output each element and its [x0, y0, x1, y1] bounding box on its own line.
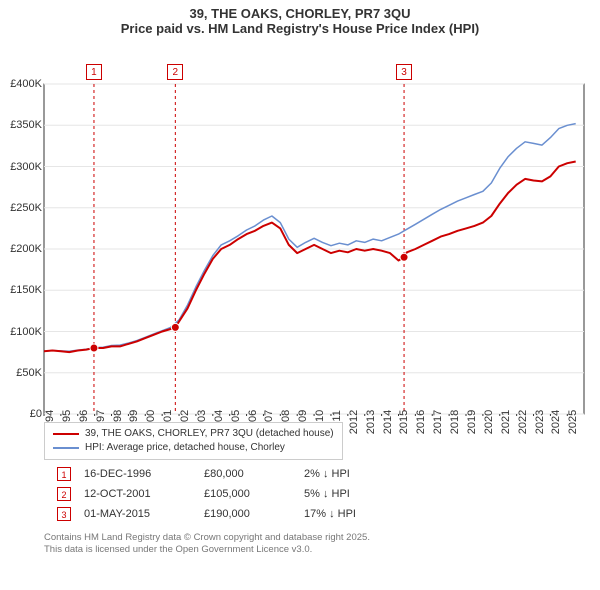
sale-marker: 1: [57, 467, 71, 481]
y-tick-label: £400K: [0, 78, 42, 90]
sale-price: £105,000: [204, 488, 304, 500]
x-tick-label: 2019: [466, 410, 478, 434]
legend-swatch: [53, 433, 79, 435]
y-tick-label: £250K: [0, 202, 42, 214]
x-tick-label: 2022: [517, 410, 529, 434]
y-tick-label: £300K: [0, 161, 42, 173]
sale-date: 12-OCT-2001: [84, 488, 204, 500]
footnote: Contains HM Land Registry data © Crown c…: [44, 532, 370, 556]
x-tick-label: 2013: [365, 410, 377, 434]
y-tick-label: £150K: [0, 284, 42, 296]
legend-row: HPI: Average price, detached house, Chor…: [53, 441, 334, 455]
sale-marker: 2: [57, 487, 71, 501]
x-tick-label: 2023: [534, 410, 546, 434]
y-tick-label: £0: [0, 408, 42, 420]
title-sub: Price paid vs. HM Land Registry's House …: [0, 21, 600, 36]
sale-delta: 5% ↓ HPI: [304, 488, 384, 500]
event-marker-2: 2: [167, 64, 183, 80]
x-tick-label: 2024: [550, 410, 562, 434]
x-tick-label: 2017: [432, 410, 444, 434]
y-tick-label: £350K: [0, 119, 42, 131]
legend-label: HPI: Average price, detached house, Chor…: [85, 441, 285, 455]
sale-delta: 17% ↓ HPI: [304, 508, 384, 520]
chart-container: 39, THE OAKS, CHORLEY, PR7 3QU Price pai…: [0, 0, 600, 590]
legend: 39, THE OAKS, CHORLEY, PR7 3QU (detached…: [44, 422, 343, 460]
sale-delta: 2% ↓ HPI: [304, 468, 384, 480]
x-tick-label: 2014: [382, 410, 394, 434]
x-tick-label: 2020: [483, 410, 495, 434]
sale-price: £190,000: [204, 508, 304, 520]
x-tick-label: 2015: [398, 410, 410, 434]
sale-row: 1 16-DEC-1996£80,0002% ↓ HPI: [44, 464, 384, 484]
chart-area: £0£50K£100K£150K£200K£250K£300K£350K£400…: [0, 36, 600, 416]
sale-row: 2 12-OCT-2001£105,0005% ↓ HPI: [44, 484, 384, 504]
footnote-line2: This data is licensed under the Open Gov…: [44, 544, 370, 556]
y-tick-label: £200K: [0, 243, 42, 255]
y-tick-label: £50K: [0, 367, 42, 379]
event-marker-3: 3: [396, 64, 412, 80]
footnote-line1: Contains HM Land Registry data © Crown c…: [44, 532, 370, 544]
chart-svg: [0, 36, 600, 416]
x-tick-label: 2021: [500, 410, 512, 434]
x-tick-label: 2025: [567, 410, 579, 434]
event-marker-1: 1: [86, 64, 102, 80]
sale-marker: 3: [57, 507, 71, 521]
sales-table: 1 16-DEC-1996£80,0002% ↓ HPI 2 12-OCT-2001£…: [44, 464, 384, 524]
y-tick-label: £100K: [0, 326, 42, 338]
chart-titles: 39, THE OAKS, CHORLEY, PR7 3QU Price pai…: [0, 0, 600, 36]
sale-row: 3 01-MAY-2015£190,00017% ↓ HPI: [44, 504, 384, 524]
legend-swatch: [53, 447, 79, 449]
legend-label: 39, THE OAKS, CHORLEY, PR7 3QU (detached…: [85, 427, 334, 441]
sale-date: 16-DEC-1996: [84, 468, 204, 480]
title-main: 39, THE OAKS, CHORLEY, PR7 3QU: [0, 6, 600, 21]
x-tick-label: 2016: [415, 410, 427, 434]
x-tick-label: 2012: [348, 410, 360, 434]
x-tick-label: 2018: [449, 410, 461, 434]
legend-row: 39, THE OAKS, CHORLEY, PR7 3QU (detached…: [53, 427, 334, 441]
sale-price: £80,000: [204, 468, 304, 480]
sale-date: 01-MAY-2015: [84, 508, 204, 520]
